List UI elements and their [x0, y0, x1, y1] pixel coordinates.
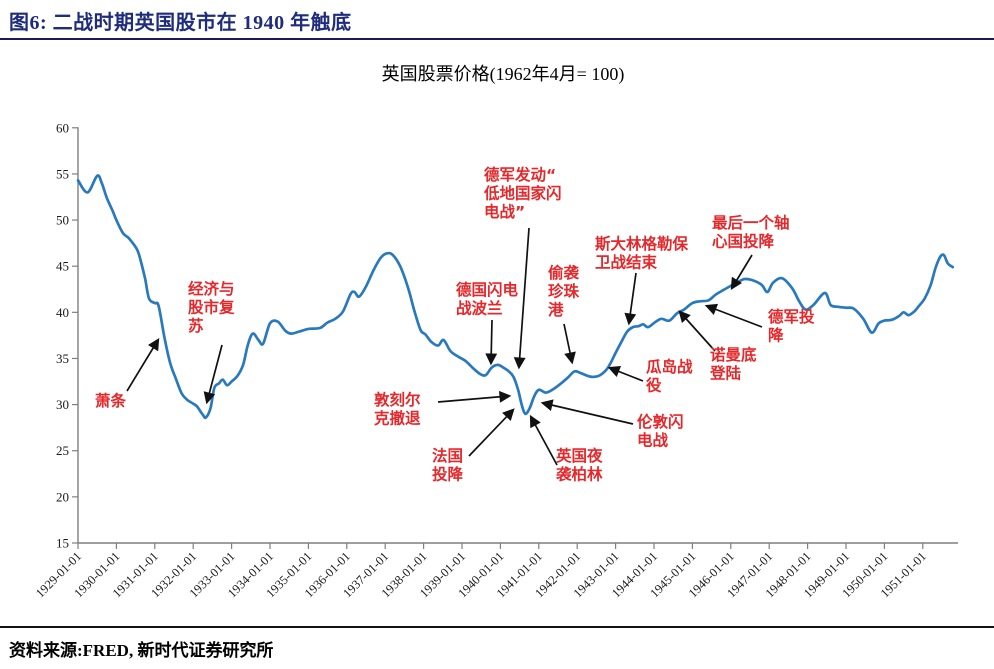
- y-tick-label: 35: [56, 351, 69, 366]
- annotation-text: 偷袭珍珠港: [548, 263, 580, 319]
- figure-title: 图6: 二战时期英国股市在 1940 年触底: [9, 12, 352, 34]
- annotation-recovery: 经济与股市复苏: [188, 279, 235, 405]
- annotation-france-surrender: 法国投降: [432, 408, 515, 484]
- annotation-low-countries-blitz: 德军发动“低地国家闪电战”: [483, 165, 562, 370]
- y-tick-label: 30: [56, 397, 69, 412]
- annotation-guadalcanal: 瓜岛战役: [607, 357, 693, 395]
- annotation-arrow: [437, 390, 512, 403]
- chart-title: 英国股票价格(1962年4月= 100): [382, 64, 625, 85]
- annotation-last-axis-surrender: 最后一个轴心国投降: [712, 213, 790, 291]
- annotation-text: 斯大林格勒保卫战结束: [595, 234, 689, 272]
- annotation-text: 德国闪电战波兰: [456, 280, 519, 318]
- header-divider: [0, 38, 994, 40]
- annotation-arrow: [563, 323, 576, 365]
- annotation-arrow: [678, 310, 716, 352]
- y-tick-label: 20: [56, 489, 69, 504]
- annotation-text: 英国夜袭柏林: [555, 446, 603, 484]
- annotation-text: 德军投降: [768, 307, 815, 345]
- annotation-arrow: [468, 408, 515, 457]
- annotation-german-surrender: 德军投降: [704, 303, 815, 345]
- y-tick-label: 60: [56, 120, 69, 135]
- annotation-arrow: [607, 365, 644, 382]
- y-tick-label: 25: [56, 443, 69, 458]
- price-line: [76, 174, 955, 420]
- annotation-text: 德军发动“低地国家闪电战”: [483, 165, 562, 221]
- annotation-london-blitz: 伦敦闪电战: [540, 399, 684, 450]
- annotation-text: 经济与股市复苏: [188, 279, 235, 335]
- annotation-text: 伦敦闪电战: [637, 412, 684, 450]
- annotation-text: 最后一个轴心国投降: [712, 213, 790, 251]
- annotation-blitzkrieg-poland: 德国闪电战波兰: [456, 280, 519, 366]
- annotation-arrow: [203, 344, 223, 405]
- annotation-depression: 萧条: [95, 337, 160, 410]
- annotation-stalingrad-end: 斯大林格勒保卫战结束: [595, 234, 689, 326]
- annotation-dunkirk: 敦刻尔克撤退: [374, 390, 512, 428]
- y-tick-label: 40: [56, 305, 69, 320]
- annotation-arrow: [529, 414, 558, 466]
- annotation-arrow: [540, 399, 634, 425]
- y-tick-label: 50: [56, 213, 69, 228]
- annotation-berlin-night-raid: 英国夜袭柏林: [529, 414, 603, 484]
- annotation-text: 法国投降: [432, 446, 464, 484]
- annotation-arrow: [513, 227, 530, 370]
- annotation-text: 瓜岛战役: [646, 357, 693, 395]
- annotation-arrow: [730, 254, 753, 291]
- source-text: 资料来源:FRED, 新时代证券研究所: [9, 641, 274, 660]
- annotation-text: 诺曼底登陆: [709, 345, 757, 383]
- footer-divider: [0, 626, 994, 628]
- annotation-arrow: [126, 337, 160, 392]
- y-tick-label: 15: [56, 536, 69, 551]
- annotation-text: 敦刻尔克撤退: [374, 390, 421, 428]
- plot-layer: 英国股票价格(1962年4月= 100) 15 20 25 30 35 40 45 50 55 60…: [33, 64, 958, 600]
- annotation-arrow: [704, 303, 763, 328]
- annotation-pearl-harbor: 偷袭珍珠港: [548, 263, 580, 365]
- annotation-text: 萧条: [95, 391, 127, 410]
- annotation-arrow: [485, 319, 498, 366]
- y-tick-label: 45: [56, 259, 69, 274]
- annotation-arrow: [624, 272, 637, 326]
- annotation-normandy-landing: 诺曼底登陆: [678, 310, 757, 383]
- y-tick-label: 55: [56, 166, 69, 181]
